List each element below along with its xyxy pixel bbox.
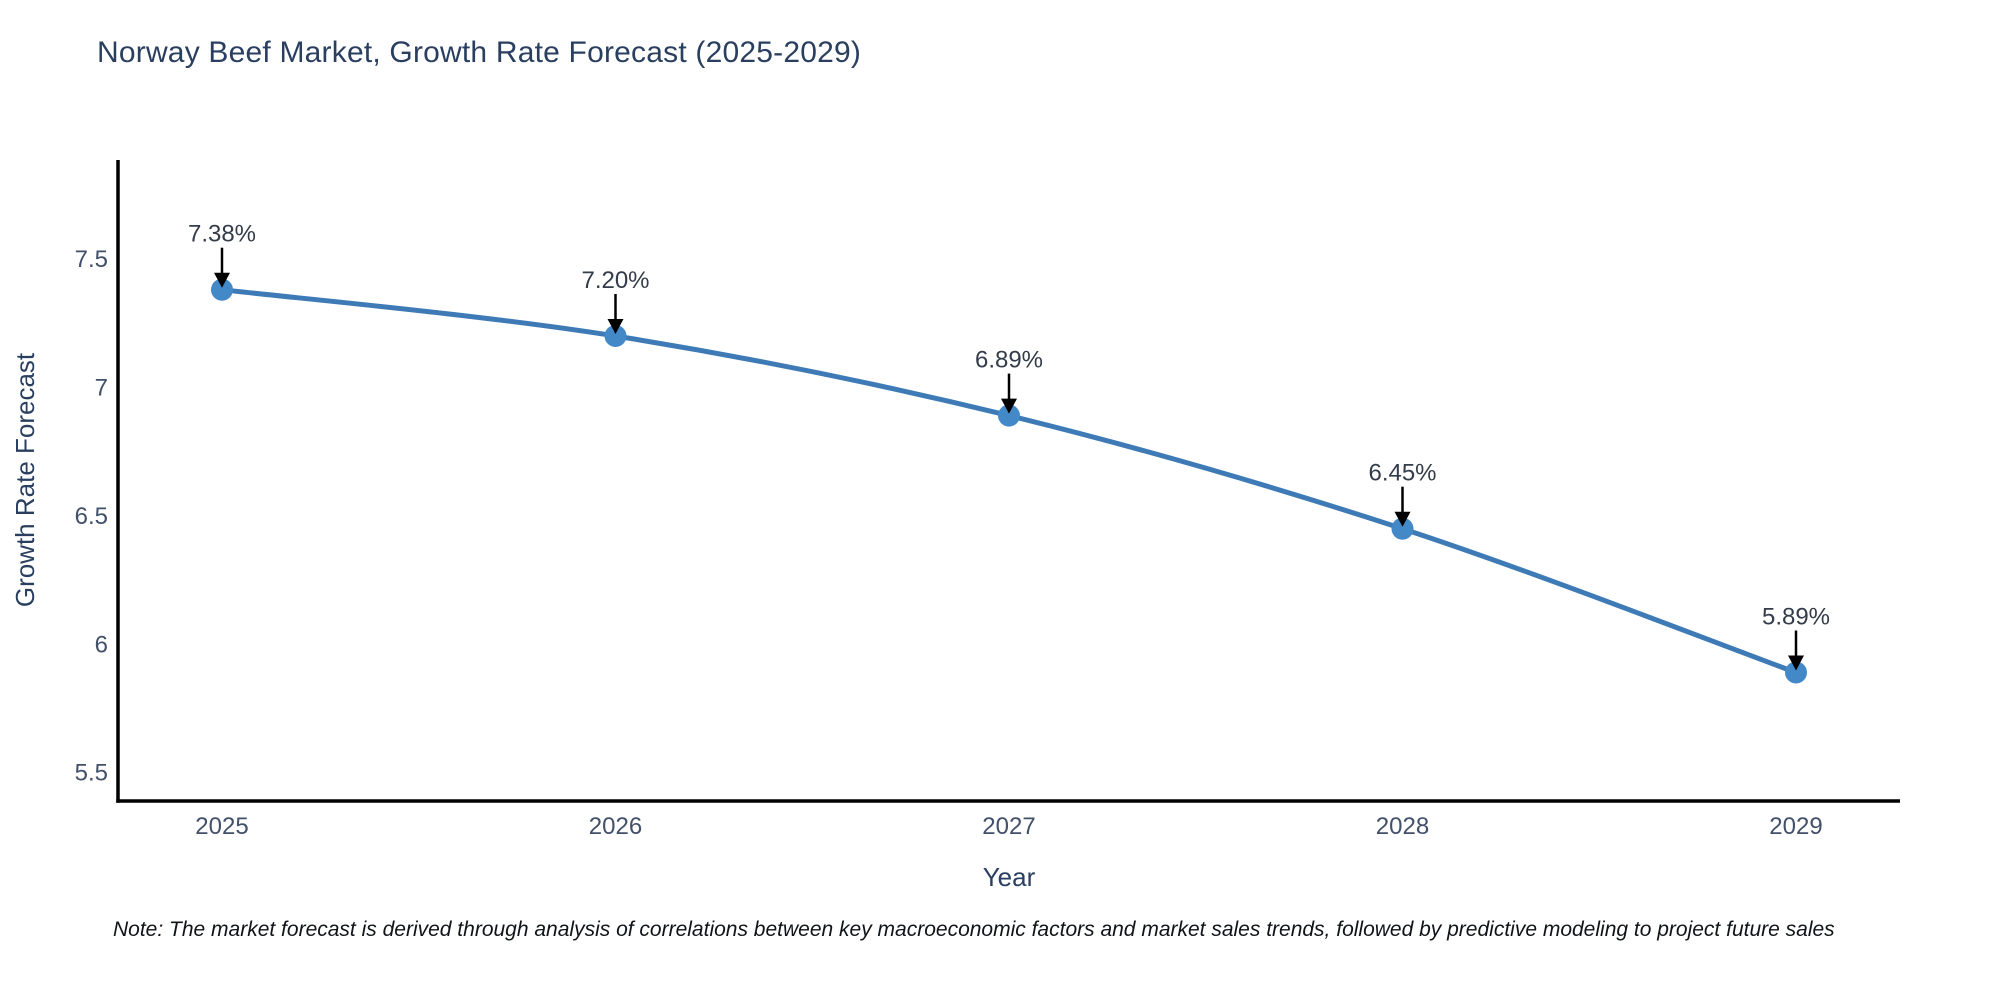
- y-tick-label: 7.5: [75, 246, 108, 273]
- x-tick-label: 2026: [589, 813, 642, 840]
- annotation-label: 6.45%: [1368, 460, 1436, 487]
- annotation-arrowhead-icon: [1788, 655, 1804, 671]
- x-axis-title: Year: [983, 862, 1036, 892]
- data-point-marker: [1391, 517, 1414, 540]
- y-axis-ticks: 5.5 6 6.5 7 7.5: [75, 246, 108, 787]
- x-axis-ticks: 2025 2026 2027 2028 2029: [195, 813, 1822, 840]
- annotation-label: 5.89%: [1762, 604, 1830, 631]
- y-tick-label: 6.5: [75, 503, 108, 530]
- annotation-label: 7.20%: [581, 267, 649, 294]
- x-tick-label: 2025: [195, 813, 248, 840]
- point-annotation: 7.20%: [581, 267, 650, 334]
- data-point-marker: [1785, 661, 1807, 684]
- y-tick-label: 6: [95, 631, 108, 658]
- footnote: Note: The market forecast is derived thr…: [113, 918, 1835, 941]
- point-annotations: 7.38% 7.20% 6.89% 6.45% 5.89%: [188, 221, 1830, 671]
- annotation-arrowhead-icon: [214, 272, 230, 288]
- x-tick-label: 2028: [1376, 813, 1429, 840]
- data-point-marker: [998, 404, 1020, 427]
- data-point-marker: [604, 325, 627, 347]
- annotation-arrowhead-icon: [607, 319, 624, 334]
- annotation-label: 7.38%: [188, 221, 256, 248]
- point-annotation: 6.45%: [1368, 460, 1437, 527]
- x-tick-label: 2027: [982, 813, 1035, 840]
- chart-title: Norway Beef Market, Growth Rate Forecast…: [97, 36, 862, 69]
- point-annotation: 5.89%: [1762, 604, 1830, 671]
- annotation-label: 6.89%: [975, 347, 1043, 374]
- point-annotation: 7.38%: [188, 221, 256, 288]
- data-point-marker: [211, 278, 233, 301]
- y-tick-label: 5.5: [75, 760, 108, 787]
- y-axis-title: Growth Rate Forecast: [10, 352, 40, 607]
- annotation-arrowhead-icon: [1394, 511, 1411, 527]
- annotation-arrowhead-icon: [1001, 398, 1017, 414]
- data-point-markers: [211, 278, 1807, 684]
- point-annotation: 6.89%: [975, 347, 1043, 414]
- x-tick-label: 2029: [1769, 813, 1822, 840]
- y-tick-label: 7: [95, 374, 108, 401]
